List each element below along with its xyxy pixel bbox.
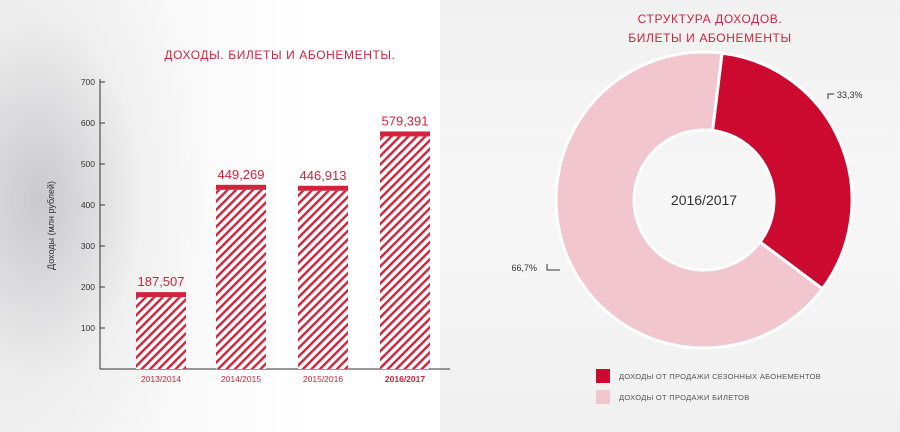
y-tick-label: 200: [81, 282, 95, 292]
y-tick-label: 500: [81, 159, 95, 169]
bar-cap: [380, 131, 430, 137]
slice-label-seasons: 33,3%: [837, 90, 863, 100]
y-tick-label: 100: [81, 323, 95, 333]
bar-hatched: [380, 136, 430, 369]
bar-cap: [298, 185, 348, 191]
slice-label-tickets: 66,7%: [511, 263, 537, 273]
bar-value-label: 446,913: [300, 168, 347, 183]
x-tick-label: 2015/2016: [303, 374, 343, 384]
donut-center-label: 2016/2017: [671, 192, 737, 208]
legend-swatch-seasons: [596, 369, 610, 383]
y-tick-label: 600: [81, 118, 95, 128]
x-tick-label: 2014/2015: [221, 374, 261, 384]
legend-item-tickets: ДОХОДЫ ОТ ПРОДАЖИ БИЛЕТОВ: [596, 390, 750, 404]
bar-value-label: 449,269: [218, 167, 265, 182]
slice-seasons: [710, 51, 854, 291]
pie-chart-title: СТРУКТУРА ДОХОДОВ. БИЛЕТЫ И АБОНЕМЕНТЫ: [560, 10, 860, 48]
bar-value-label: 187,507: [138, 274, 185, 289]
x-tick-label: 2013/2014: [141, 374, 181, 384]
y-tick-label: 400: [81, 200, 95, 210]
bar-cap: [216, 184, 266, 190]
pie-title-line-2: БИЛЕТЫ И АБОНЕМЕНТЫ: [628, 31, 792, 45]
bar-value-label: 579,391: [382, 113, 429, 128]
bar-hatched: [298, 190, 348, 369]
y-tick-label: 300: [81, 241, 95, 251]
leader-line-tickets: [546, 264, 560, 271]
bar-hatched: [216, 189, 266, 369]
legend-label-tickets: ДОХОДЫ ОТ ПРОДАЖИ БИЛЕТОВ: [619, 392, 750, 402]
slice-tickets: [554, 50, 825, 350]
bar-hatched: [136, 297, 186, 369]
y-tick-label: 700: [81, 77, 95, 87]
leader-line-seasons: [827, 93, 834, 99]
legend-item-seasons: ДОХОДЫ ОТ ПРОДАЖИ СЕЗОННЫХ АБОНЕМЕНТОВ: [596, 369, 821, 383]
bar-cap: [136, 292, 186, 298]
legend-swatch-tickets: [596, 390, 610, 404]
x-tick-label: 2016/2017: [385, 374, 425, 384]
bar-chart-title: ДОХОДЫ. БИЛЕТЫ И АБОНЕМЕНТЫ.: [164, 48, 396, 62]
y-axis-title: Доходы (млн рублей): [46, 181, 56, 270]
legend-label-seasons: ДОХОДЫ ОТ ПРОДАЖИ СЕЗОННЫХ АБОНЕМЕНТОВ: [619, 371, 822, 381]
pie-title-line-1: СТРУКТУРА ДОХОДОВ.: [637, 12, 783, 26]
